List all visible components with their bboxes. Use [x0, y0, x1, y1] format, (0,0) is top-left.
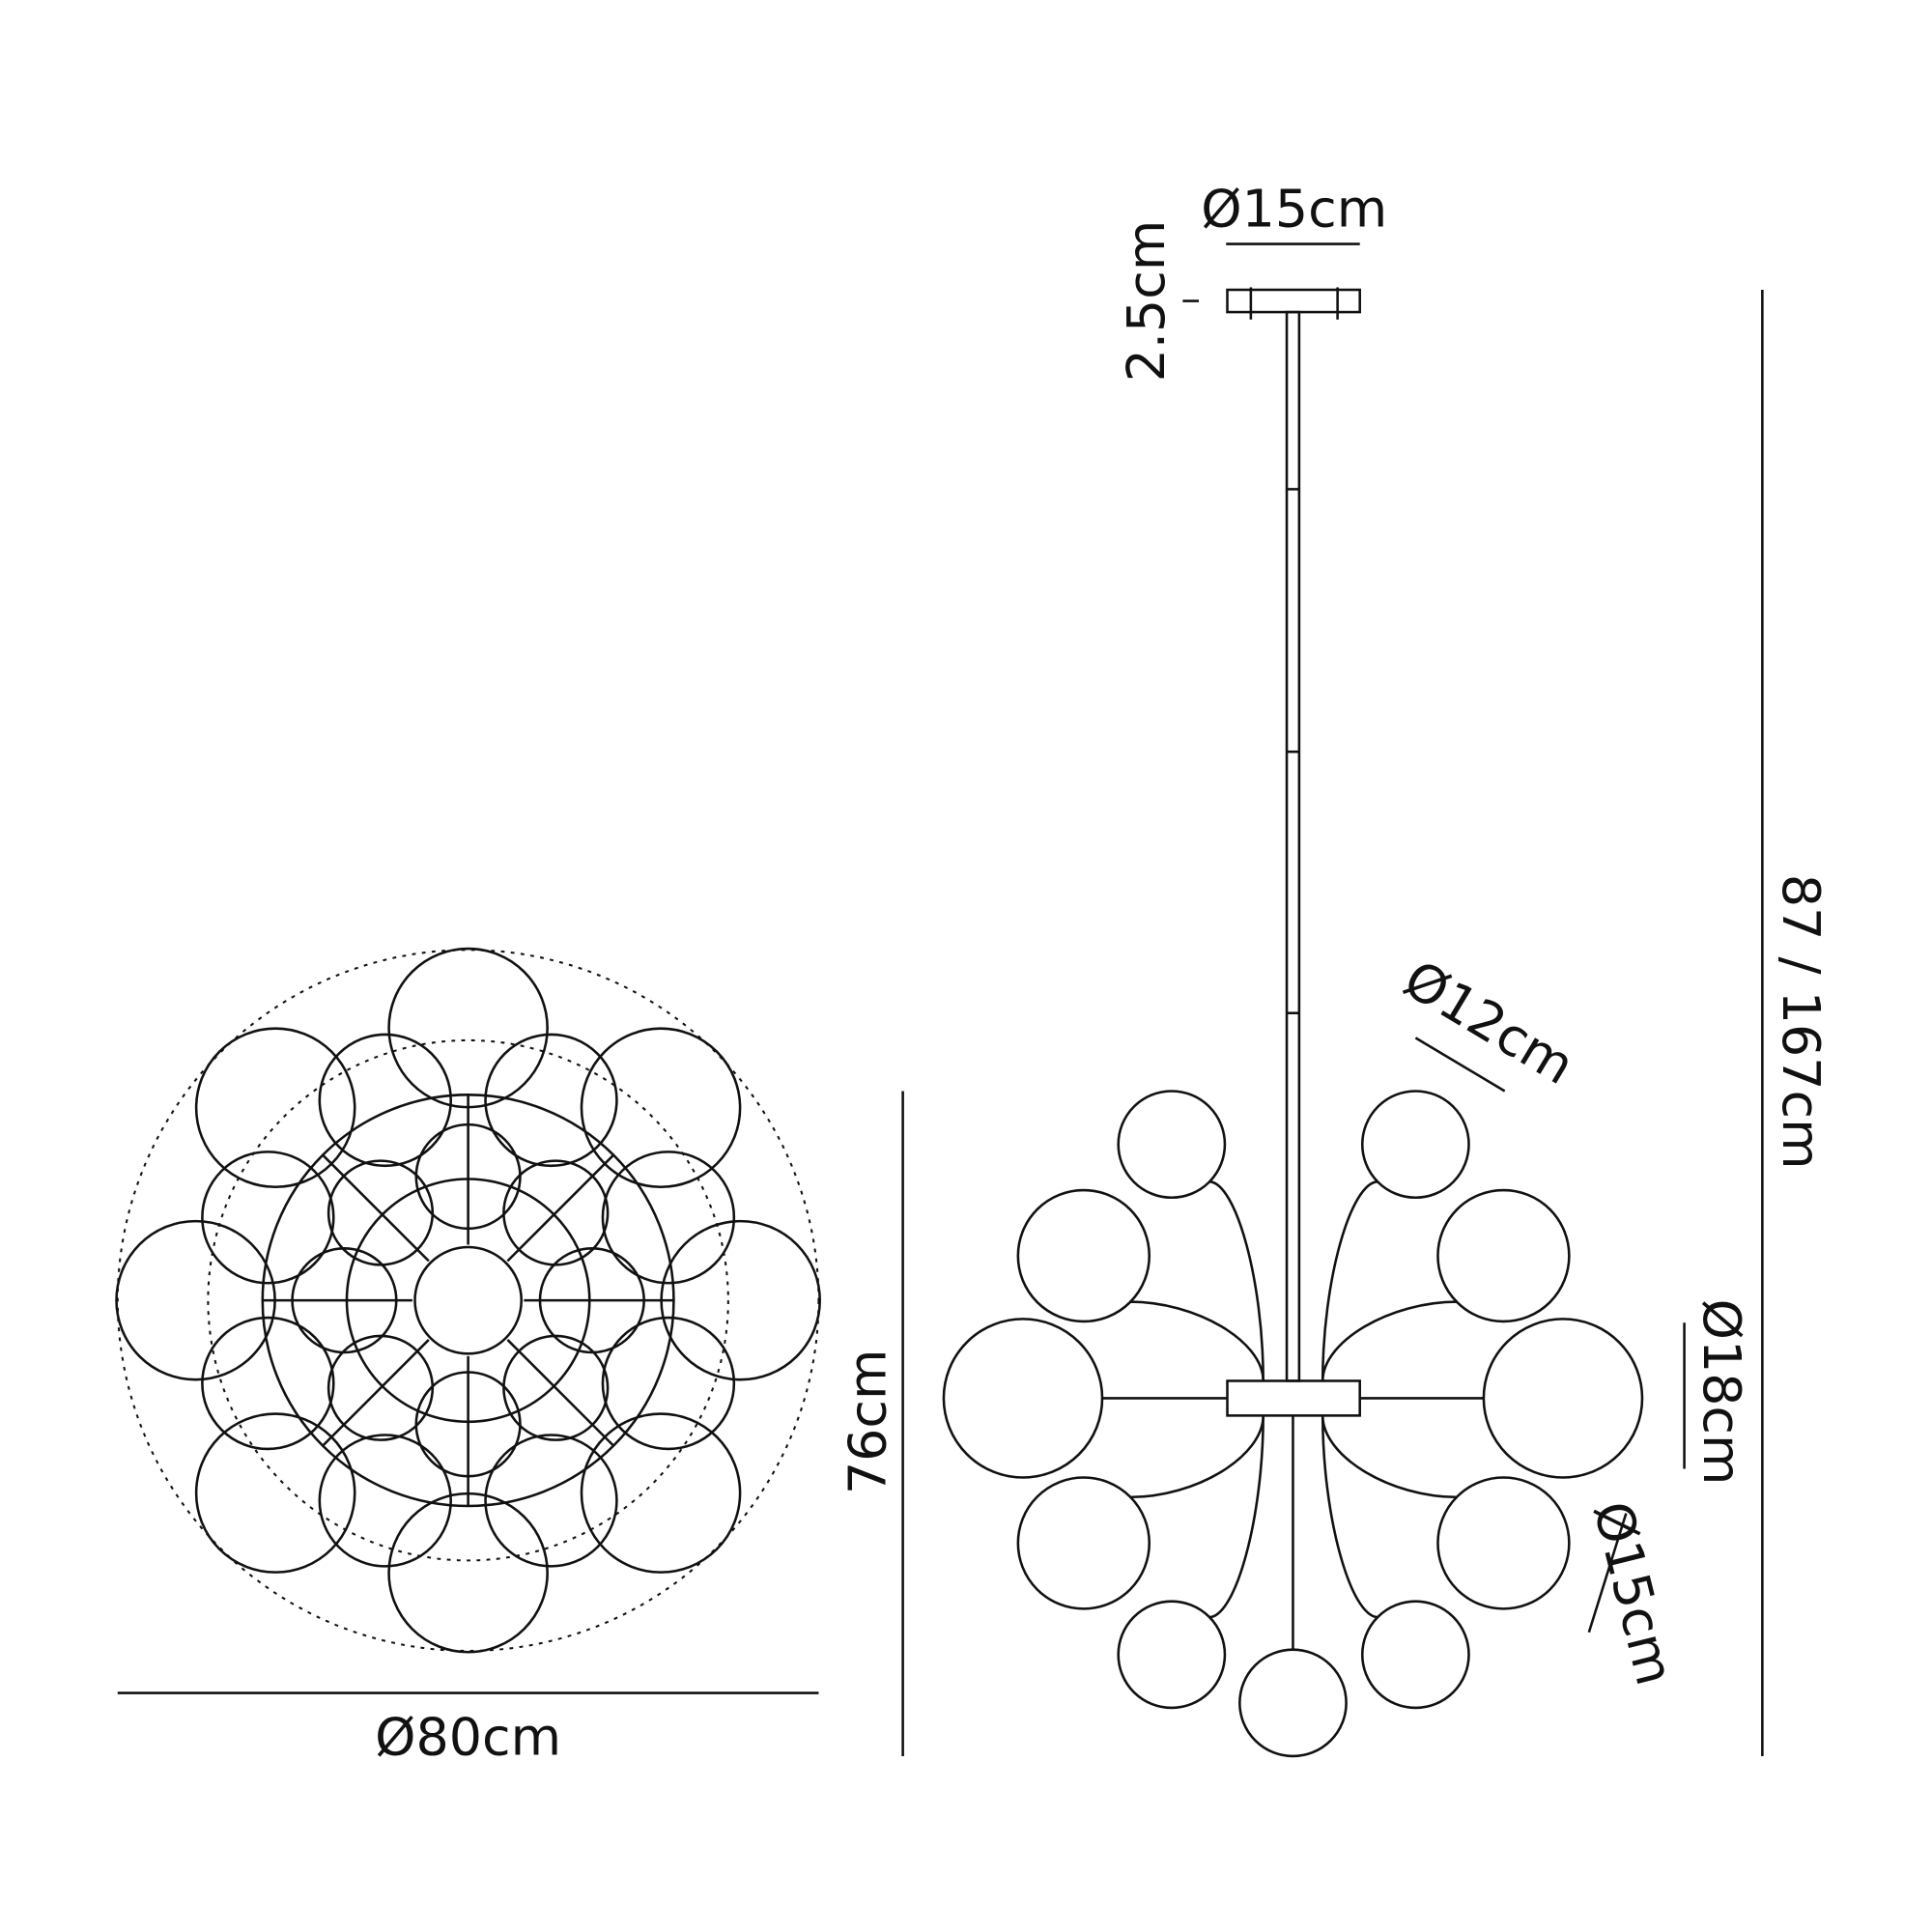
- middle-globe: [601, 1316, 736, 1451]
- glass-globe: [1436, 1476, 1571, 1610]
- glass-globe: [1117, 1600, 1227, 1710]
- middle-globe: [318, 1434, 452, 1568]
- glass-globe: [1360, 1090, 1470, 1200]
- suspension-rod: [1285, 310, 1301, 1382]
- middle-globe: [201, 1151, 335, 1285]
- side-view: Ø15cm 2.5cm 87 / 167cm 76cm Ø12cm Ø18cm …: [838, 179, 1832, 1758]
- outer-globe: [387, 947, 549, 1109]
- curved-arm: [1321, 1415, 1378, 1619]
- large-globe-label: Ø18cm: [1691, 1299, 1752, 1486]
- side-globes: [942, 1090, 1644, 1758]
- middle-globe: [484, 1434, 618, 1568]
- glass-globe: [1238, 1648, 1348, 1758]
- outer-globe: [194, 1027, 356, 1189]
- outer-globe: [660, 1219, 822, 1381]
- center-globe: [413, 1245, 524, 1355]
- central-hub: [1226, 1379, 1361, 1417]
- top-globes: [115, 947, 822, 1654]
- medium-globe-dimension-line: [1587, 1513, 1628, 1634]
- middle-globe: [318, 1033, 452, 1168]
- glass-globe: [1016, 1476, 1151, 1610]
- middle-globe: [201, 1316, 335, 1451]
- small-globe-dimension-line: [1414, 1037, 1506, 1093]
- ceiling-canopy: [1226, 288, 1361, 314]
- outer-globe: [387, 1492, 549, 1654]
- arm: [506, 1153, 615, 1263]
- medium-globe-label: Ø15cm: [1581, 1495, 1686, 1690]
- outer-dotted-circle: [116, 949, 820, 1652]
- glass-globe: [1117, 1090, 1227, 1200]
- arm: [322, 1339, 430, 1447]
- inner-dotted-circle: [207, 1038, 729, 1562]
- middle-globe: [601, 1151, 736, 1285]
- canopy-height-label: 2.5cm: [1116, 220, 1177, 383]
- total-height-label: 87 / 167cm: [1771, 874, 1832, 1170]
- arm: [322, 1153, 430, 1263]
- glass-globe: [942, 1318, 1104, 1479]
- body-height-label: 76cm: [838, 1350, 898, 1495]
- canopy-diameter-label: Ø15cm: [1201, 179, 1387, 240]
- glass-globe: [1436, 1188, 1571, 1323]
- glass-globe: [1016, 1188, 1151, 1323]
- outer-globe: [194, 1412, 356, 1574]
- curved-arm: [1321, 1179, 1378, 1381]
- outer-globe: [115, 1219, 276, 1381]
- top-arms: [262, 1094, 674, 1506]
- curved-arm: [1321, 1415, 1458, 1499]
- curved-arm: [1129, 1300, 1264, 1381]
- curved-arm: [1321, 1300, 1458, 1381]
- arm: [506, 1339, 615, 1447]
- curved-arm: [1208, 1415, 1264, 1619]
- top-view: Ø80cm: [115, 947, 822, 1768]
- side-arms: [1102, 1179, 1484, 1650]
- glass-globe: [1360, 1600, 1470, 1710]
- outer-globe: [580, 1027, 742, 1189]
- curved-arm: [1208, 1179, 1264, 1381]
- glass-globe: [1482, 1318, 1644, 1479]
- inner-globe: [327, 1159, 435, 1266]
- width-label: Ø80cm: [375, 1707, 561, 1768]
- small-globe-label: Ø12cm: [1394, 949, 1585, 1096]
- outer-globe: [580, 1412, 742, 1574]
- middle-globe: [484, 1033, 618, 1168]
- curved-arm: [1129, 1415, 1264, 1499]
